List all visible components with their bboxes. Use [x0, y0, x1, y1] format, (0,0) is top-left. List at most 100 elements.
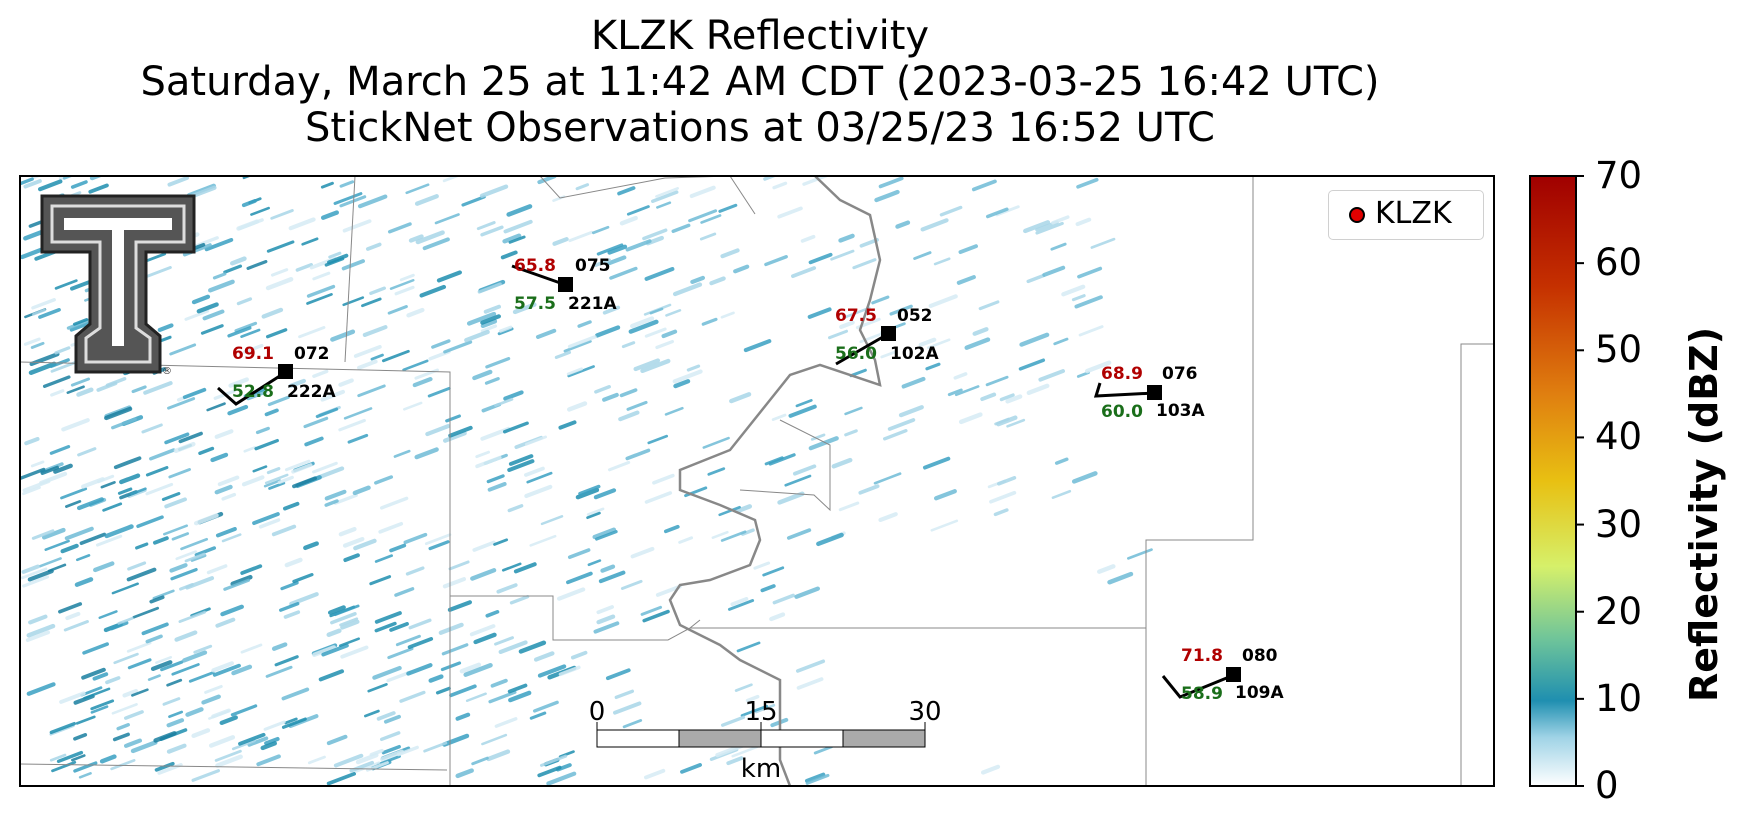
colorbar-tick-label: 70 [1595, 154, 1643, 197]
radar-echo [769, 612, 786, 622]
radar-echo [142, 266, 172, 279]
radar-echo [170, 567, 198, 581]
radar-echo [537, 176, 557, 185]
radar-echo [595, 530, 618, 541]
radar-echo [201, 694, 221, 705]
radar-echo [849, 368, 867, 378]
radar-echo [49, 721, 76, 735]
radar-echo [844, 429, 858, 437]
radar-echo [161, 491, 181, 501]
radar-echo [1051, 489, 1072, 499]
radar-echo [389, 622, 409, 632]
radar-echo [771, 413, 787, 421]
radar-echo [754, 703, 776, 714]
radar-echo [926, 338, 951, 350]
radar-echo [598, 570, 626, 584]
radar-echo [179, 583, 194, 591]
radar-echo [78, 772, 92, 779]
radar-echo [745, 694, 760, 703]
radar-echo [240, 328, 261, 338]
radar-echo [442, 733, 470, 747]
radar-echo [720, 248, 740, 259]
radar-echo [374, 475, 394, 485]
radar-echo [312, 645, 337, 658]
radar-echo [1006, 418, 1026, 428]
radar-echo [320, 210, 339, 220]
radar-echo [241, 475, 265, 487]
radar-echo [264, 408, 279, 417]
station-052: 67.5 052 56.0 102A [835, 306, 939, 366]
radar-echo [117, 616, 134, 625]
radar-echo [30, 341, 45, 349]
radar-echo [628, 319, 659, 334]
radar-echo [621, 341, 636, 349]
radar-echo [431, 339, 451, 349]
radar-echo [428, 674, 444, 683]
radar-echo [475, 455, 502, 469]
station-name: 102A [890, 344, 939, 364]
radar-echo [602, 305, 621, 315]
radar-echo [735, 504, 753, 514]
radar-echo [196, 302, 219, 314]
radar-echo [90, 705, 109, 714]
radar-echo [280, 581, 299, 591]
radar-echo [393, 449, 411, 458]
radar-echo [76, 497, 104, 511]
radar-echo [23, 179, 42, 189]
radar-echo [188, 671, 215, 683]
radar-echo [144, 252, 167, 263]
radar-echo [795, 399, 813, 408]
legend-label: KLZK [1375, 196, 1452, 231]
radar-echo [554, 350, 572, 359]
radar-echo [321, 643, 349, 657]
radar-echo [217, 475, 240, 487]
radar-echo [898, 405, 924, 418]
radar-echo [145, 482, 174, 496]
radar-echo [567, 335, 597, 349]
radar-echo [92, 672, 109, 681]
radar-echo [816, 532, 844, 547]
radar-echo [930, 519, 959, 532]
radar-echo [481, 733, 508, 746]
radar-echo [338, 378, 354, 387]
radar-echo [338, 418, 366, 432]
texas-tech-logo: ® [40, 194, 196, 377]
radar-echo [1018, 358, 1046, 371]
radar-echo [127, 561, 147, 571]
radar-echo [1038, 369, 1065, 382]
radar-echo [996, 415, 1018, 427]
radar-echo [652, 473, 675, 485]
radar-echo [487, 482, 507, 492]
radar-echo [340, 645, 369, 659]
radar-echo [701, 317, 718, 326]
radar-echo [387, 647, 414, 660]
radar-echo [539, 754, 568, 767]
radar-echo [75, 554, 91, 562]
radar-echo [376, 711, 396, 721]
radar-echo [169, 563, 188, 573]
radar-echo [640, 605, 663, 616]
radar-echo [461, 195, 486, 207]
radar-echo [412, 377, 433, 388]
radar-echo [49, 445, 71, 455]
radar-echo [804, 772, 826, 783]
colorbar-tick-label: 10 [1595, 676, 1643, 720]
radar-echo [163, 524, 189, 536]
radar-echo [70, 280, 92, 291]
radar-echo [76, 387, 94, 397]
radar-echo [62, 176, 75, 180]
radar-echo [266, 240, 295, 253]
radar-echo [777, 206, 803, 219]
radar-echo [655, 584, 682, 597]
radar-echo [81, 667, 106, 680]
radar-echo [215, 617, 236, 628]
radar-echo [727, 599, 755, 611]
radar-echo [405, 566, 425, 576]
radar-echo [184, 552, 206, 563]
radar-echo [526, 471, 553, 484]
radar-echo [306, 292, 333, 305]
radar-echo [27, 569, 54, 582]
radar-echo [243, 445, 257, 453]
radar-echo [600, 564, 616, 573]
radar-echo [240, 564, 263, 575]
